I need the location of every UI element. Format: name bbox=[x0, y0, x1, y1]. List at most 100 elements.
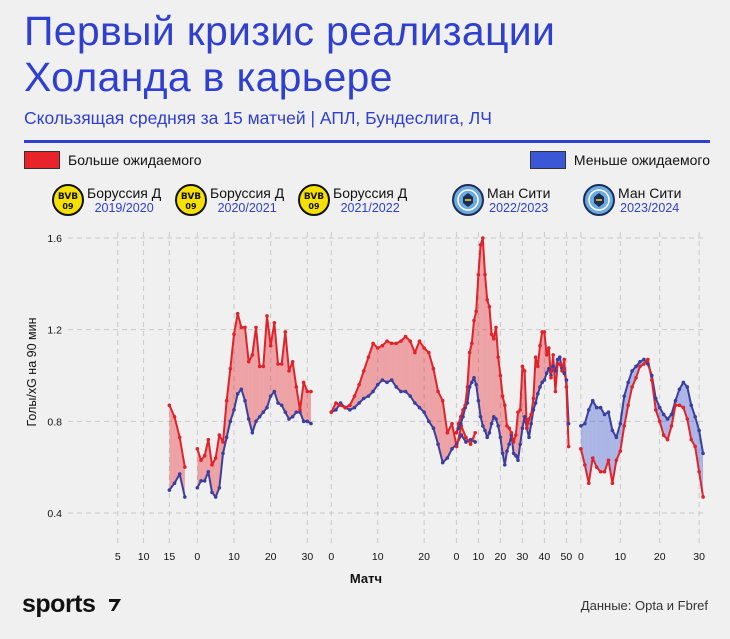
xg-point bbox=[413, 401, 417, 405]
x-tick-label: 20 bbox=[654, 551, 666, 563]
goals-point bbox=[590, 456, 595, 460]
xg-point bbox=[642, 357, 646, 362]
goals-point bbox=[272, 320, 277, 325]
title-line-2: Холанда в карьере bbox=[24, 54, 393, 100]
goals-point bbox=[399, 339, 403, 343]
season-team: Боруссия Д bbox=[87, 185, 162, 201]
gap-fill bbox=[359, 370, 364, 403]
goals-point bbox=[516, 410, 520, 414]
xg-point bbox=[697, 428, 701, 433]
goals-point bbox=[472, 318, 476, 323]
xg-point bbox=[618, 421, 623, 426]
xg-point bbox=[290, 414, 295, 419]
goals-point bbox=[701, 495, 705, 499]
goals-point bbox=[426, 350, 431, 355]
goals-point bbox=[503, 403, 507, 408]
xg-point bbox=[496, 424, 501, 428]
goals-point bbox=[693, 444, 697, 449]
xg-point bbox=[465, 401, 470, 405]
goals-point bbox=[268, 343, 273, 348]
xg-point bbox=[487, 430, 492, 435]
xg-point bbox=[602, 412, 607, 417]
xg-point bbox=[403, 389, 408, 394]
gap-fill bbox=[363, 357, 369, 399]
goals-point bbox=[494, 325, 498, 330]
xg-point bbox=[417, 405, 422, 410]
goals-point bbox=[634, 375, 638, 380]
goals-point bbox=[522, 369, 527, 373]
goals-line bbox=[168, 404, 186, 468]
bvb-logo-icon: BVB 09 bbox=[298, 184, 330, 216]
xg-point bbox=[389, 378, 394, 382]
xg-point bbox=[590, 398, 595, 403]
season-team: Ман Сити bbox=[618, 185, 682, 201]
goals-point bbox=[246, 359, 251, 364]
season-years: 2023/2024 bbox=[620, 201, 680, 215]
title-divider bbox=[24, 140, 710, 143]
season-header-2022: Ман Сити 2022/2023 bbox=[452, 184, 550, 216]
xg-point bbox=[246, 417, 251, 421]
x-axis: 5 10 15 0 10 20 30 0 10 20 0 10 20 30 40 50 0 10 20 30 bbox=[115, 551, 705, 563]
xg-point bbox=[268, 394, 273, 398]
xg-point bbox=[195, 485, 200, 490]
xg-point bbox=[167, 488, 172, 492]
goals-point bbox=[685, 417, 690, 421]
x-tick-label: 0 bbox=[453, 551, 459, 563]
xg-point bbox=[394, 385, 399, 389]
xg-point bbox=[693, 414, 697, 419]
legend-label-more: Больше ожидаемого bbox=[68, 152, 202, 168]
title-line-1: Первый кризис реализации bbox=[24, 8, 556, 54]
gap-fill bbox=[542, 331, 545, 383]
goals-point bbox=[558, 362, 562, 366]
goals-point bbox=[598, 469, 603, 474]
xg-point bbox=[478, 414, 483, 419]
x-tick-label: 20 bbox=[495, 551, 507, 563]
svg-text:09: 09 bbox=[62, 202, 74, 211]
series-2021-2022 bbox=[329, 334, 478, 465]
xg-point bbox=[440, 460, 445, 465]
x-tick-label: 30 bbox=[517, 551, 529, 563]
goals-point bbox=[487, 304, 492, 309]
gap-fill bbox=[442, 400, 448, 463]
goals-point bbox=[305, 389, 310, 394]
xg-point bbox=[467, 385, 472, 389]
goals-point bbox=[492, 337, 496, 341]
bvb-logo-icon: BVB 09 bbox=[175, 184, 207, 216]
xg-line bbox=[168, 473, 186, 498]
xg-point bbox=[511, 451, 516, 456]
goals-point bbox=[579, 447, 583, 451]
goals-point bbox=[478, 243, 483, 247]
xg-point bbox=[361, 396, 366, 401]
goals-point bbox=[594, 465, 599, 469]
xg-point bbox=[272, 389, 277, 394]
goals-point bbox=[417, 339, 422, 343]
xg-point bbox=[606, 410, 611, 414]
goals-point bbox=[450, 421, 454, 426]
goals-point bbox=[531, 396, 536, 401]
goals-point bbox=[224, 398, 229, 403]
xg-point bbox=[614, 435, 619, 440]
xg-point bbox=[536, 392, 540, 396]
xg-point bbox=[489, 421, 494, 426]
xg-point bbox=[516, 458, 520, 463]
x-tick-label: 10 bbox=[473, 551, 485, 563]
x-tick-label: 15 bbox=[164, 551, 176, 563]
xg-point bbox=[279, 403, 284, 408]
brand-mark-icon bbox=[109, 599, 121, 611]
goals-point bbox=[673, 403, 678, 408]
goals-point bbox=[527, 417, 531, 421]
goals-point bbox=[697, 469, 701, 474]
x-tick-label: 20 bbox=[418, 551, 430, 563]
gap-fill bbox=[405, 336, 411, 397]
xg-point bbox=[492, 414, 496, 419]
xg-point bbox=[375, 382, 380, 387]
gap-fill bbox=[489, 306, 492, 433]
gap-fill bbox=[480, 238, 483, 426]
xg-point bbox=[485, 435, 490, 440]
xg-point bbox=[514, 453, 518, 458]
goals-point bbox=[622, 424, 627, 428]
season-years: 2022/2023 bbox=[489, 201, 549, 215]
xg-point bbox=[562, 371, 566, 376]
goals-point bbox=[287, 369, 291, 373]
goals-point bbox=[389, 341, 394, 346]
